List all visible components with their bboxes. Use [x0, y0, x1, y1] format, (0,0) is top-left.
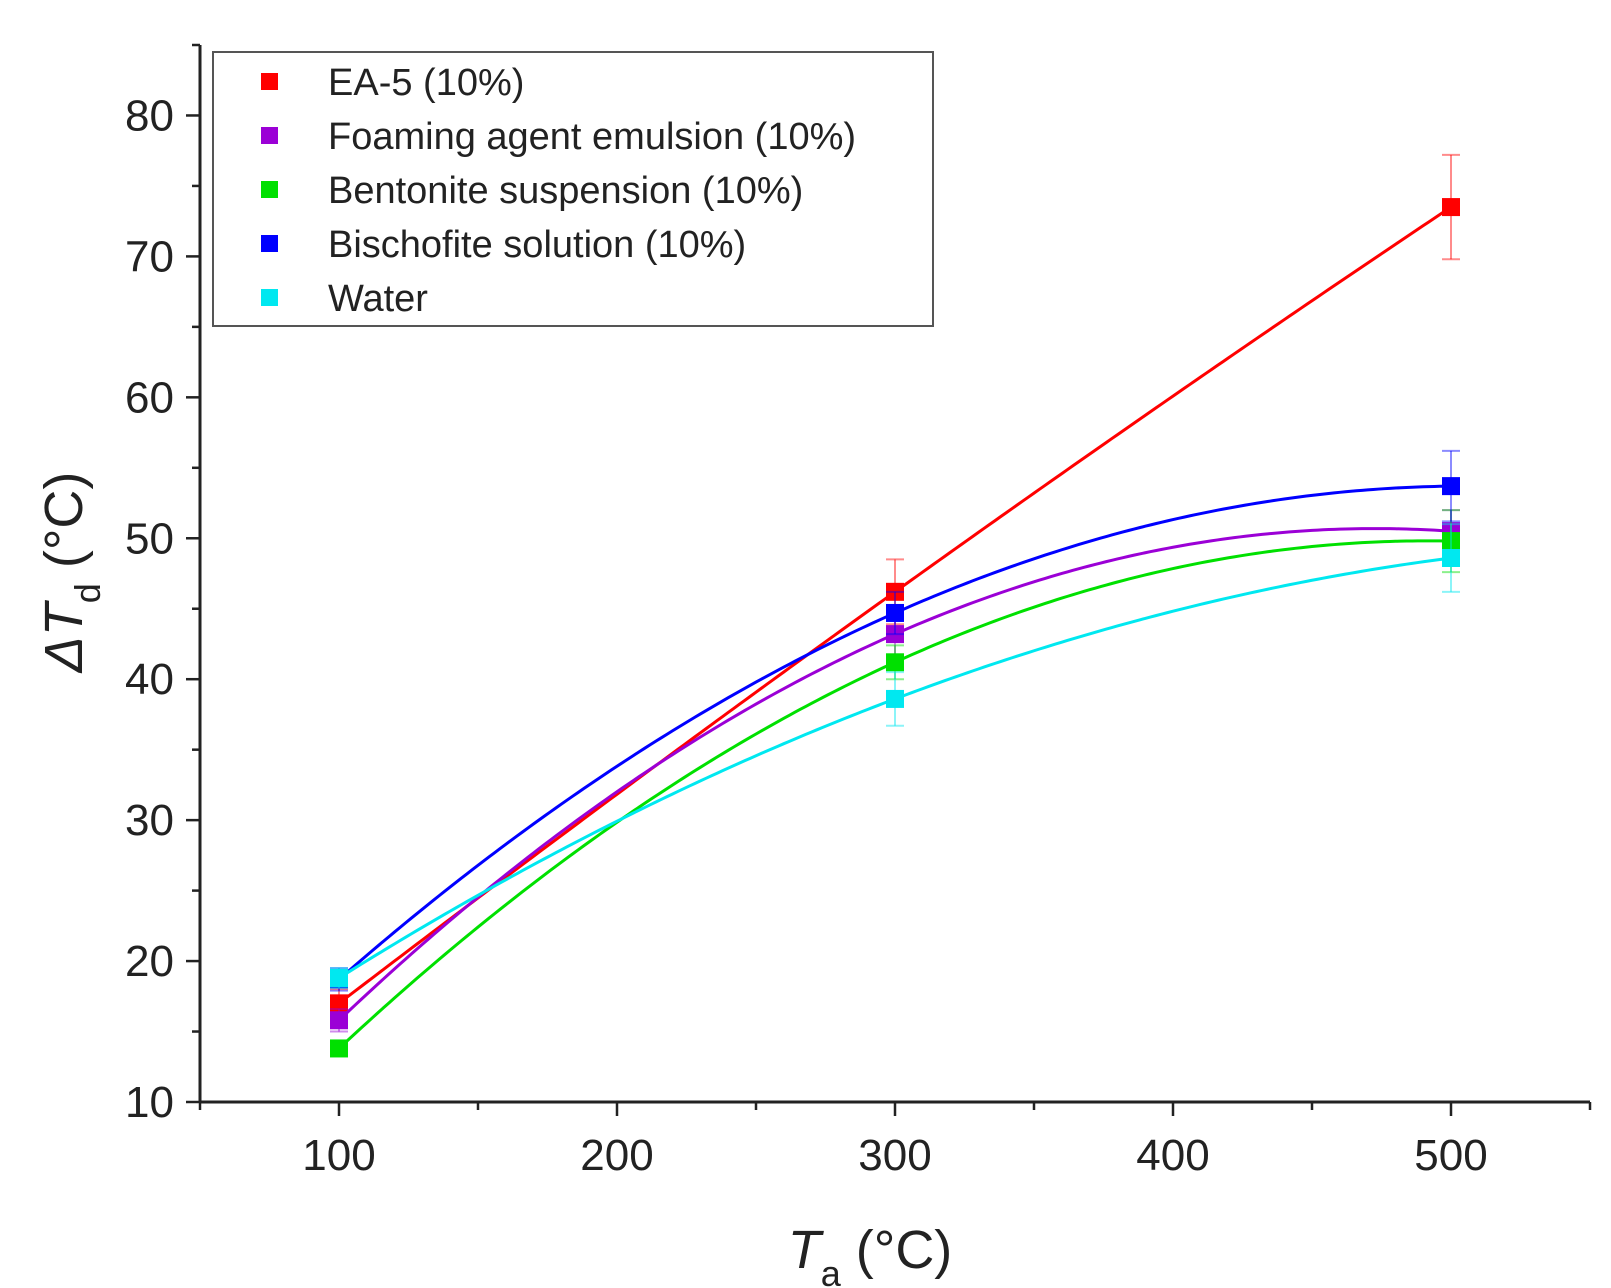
data-point	[1442, 477, 1460, 496]
x-tick-label: 100	[302, 1131, 375, 1180]
series-2	[330, 509, 1460, 1058]
series-3	[330, 449, 1460, 992]
data-point	[886, 653, 904, 672]
legend-box	[212, 51, 934, 327]
series-4	[330, 523, 1460, 989]
data-point	[886, 603, 904, 622]
legend-swatch	[261, 235, 278, 252]
data-point	[330, 994, 348, 1013]
data-point	[330, 1039, 348, 1058]
data-point	[330, 1011, 348, 1030]
data-point	[1442, 548, 1460, 567]
y-tick-label: 30	[125, 796, 174, 845]
y-tick-label: 80	[125, 91, 174, 140]
y-tick-label: 40	[125, 655, 174, 704]
x-tick-label: 400	[1136, 1131, 1209, 1180]
legend-label: Water	[328, 278, 428, 320]
legend-label: Foaming agent emulsion (10%)	[328, 116, 856, 158]
legend-label: Bischofite solution (10%)	[328, 224, 746, 266]
data-point	[886, 582, 904, 601]
y-tick-label: 10	[125, 1078, 174, 1127]
data-point	[886, 689, 904, 708]
legend: EA-5 (10%) Foaming agent emulsion (10%) Be…	[212, 51, 934, 327]
y-axis-title: ΔTd (°C)	[34, 472, 108, 675]
y-tick-label: 60	[125, 373, 174, 422]
legend-swatch	[261, 127, 278, 144]
legend-swatch	[261, 73, 278, 90]
x-tick-label: 200	[580, 1131, 653, 1180]
x-tick-label: 300	[858, 1131, 931, 1180]
legend-label: Bentonite suspension (10%)	[328, 170, 803, 212]
data-point	[886, 625, 904, 644]
data-point	[1442, 198, 1460, 217]
x-tick-label: 500	[1414, 1131, 1487, 1180]
y-tick-label: 70	[125, 232, 174, 281]
series-layer	[330, 153, 1460, 1058]
legend-label: EA-5 (10%)	[328, 62, 524, 104]
y-tick-label: 20	[125, 937, 174, 986]
data-point	[1442, 532, 1460, 551]
data-point	[330, 968, 348, 987]
legend-swatch	[261, 181, 278, 198]
legend-swatch	[261, 289, 278, 306]
x-axis-title: Ta (°C)	[788, 1220, 953, 1288]
axes: 100 200 300 400 500 10 20 30 40 50 60 70 80	[125, 43, 1592, 1180]
y-tick-label: 50	[125, 514, 174, 563]
